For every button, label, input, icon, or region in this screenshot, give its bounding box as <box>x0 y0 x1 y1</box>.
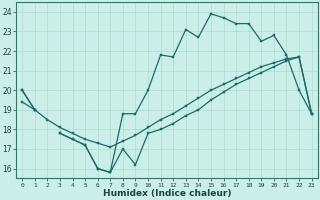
X-axis label: Humidex (Indice chaleur): Humidex (Indice chaleur) <box>103 189 231 198</box>
